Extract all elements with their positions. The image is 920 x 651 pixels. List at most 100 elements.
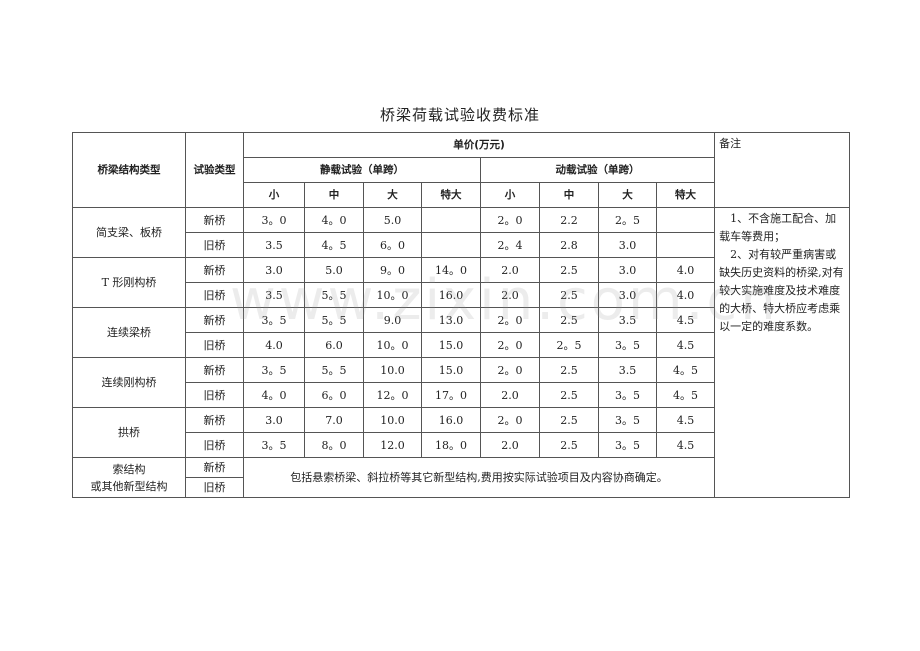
price-cell: 2.0 bbox=[480, 282, 540, 308]
price-cell: 2.5 bbox=[539, 357, 599, 383]
table-row: 旧桥 3.5 5。5 10。0 16.0 2.0 2.5 3.0 4.0 bbox=[73, 282, 850, 308]
price-cell: 2。0 bbox=[480, 357, 540, 383]
header-size: 中 bbox=[539, 182, 599, 208]
cable-note: 包括悬索桥梁、斜拉桥等其它新型结构,费用按实际试验项目及内容协商确定。 bbox=[242, 457, 716, 498]
price-cell: 10。0 bbox=[363, 282, 422, 308]
table-row: 旧桥 3。5 8。0 12.0 18。0 2.0 2.5 3。5 4.5 bbox=[73, 432, 850, 458]
price-cell: 4.0 bbox=[243, 332, 305, 358]
price-cell: 4。5 bbox=[655, 357, 716, 383]
price-cell: 2.2 bbox=[539, 207, 599, 233]
header-static: 静载试验（单跨） bbox=[243, 157, 481, 183]
price-cell: 3.5 bbox=[243, 232, 305, 258]
price-cell: 3。0 bbox=[243, 207, 305, 233]
structure-line: 索结构 bbox=[112, 462, 146, 476]
test-type: 旧桥 bbox=[185, 332, 244, 358]
price-cell: 5。5 bbox=[304, 307, 364, 333]
price-cell: 4.5 bbox=[655, 307, 716, 333]
price-cell: 2。5 bbox=[539, 332, 599, 358]
remark-2: 2、对有较严重病害或缺失历史资料的桥梁,对有较大实施难度及技术难度的大桥、特大桥… bbox=[719, 248, 844, 333]
test-type: 旧桥 bbox=[185, 382, 244, 408]
test-type: 旧桥 bbox=[185, 232, 244, 258]
price-cell: 17。0 bbox=[421, 382, 481, 408]
test-type: 新桥 bbox=[185, 407, 244, 433]
price-cell: 3。5 bbox=[598, 432, 657, 458]
price-cell: 4.0 bbox=[655, 257, 716, 283]
header-test-type: 试验类型 bbox=[185, 132, 244, 208]
table-row: 简支梁、板桥 新桥 3。0 4。0 5.0 2。0 2.2 2。5 1、不含施工配合、加载车等费… bbox=[72, 207, 851, 498]
price-cell: 5.0 bbox=[304, 257, 364, 283]
price-cell: 2.8 bbox=[539, 232, 599, 258]
test-type: 新桥 bbox=[185, 357, 244, 383]
price-cell: 7.0 bbox=[304, 407, 364, 433]
header-size: 特大 bbox=[421, 182, 481, 208]
price-cell: 2.5 bbox=[539, 432, 599, 458]
price-cell: 6。0 bbox=[304, 382, 364, 408]
price-cell: 2.5 bbox=[539, 407, 599, 433]
remarks-cell: 1、不含施工配合、加载车等费用； 2、对有较严重病害或缺失历史资料的桥梁,对有较大… bbox=[714, 207, 851, 498]
price-cell: 3.5 bbox=[598, 307, 657, 333]
header-size: 中 bbox=[304, 182, 364, 208]
price-cell: 3。5 bbox=[598, 407, 657, 433]
price-cell: 4.0 bbox=[655, 282, 716, 308]
header-size: 大 bbox=[363, 182, 422, 208]
price-cell: 2.0 bbox=[480, 432, 540, 458]
structure-type: 连续刚构桥 bbox=[72, 357, 186, 408]
header-remarks: 备注 bbox=[714, 132, 851, 208]
price-cell: 3.5 bbox=[598, 357, 657, 383]
structure-type: 连续梁桥 bbox=[72, 307, 186, 358]
test-type: 新桥 bbox=[185, 307, 244, 333]
price-cell: 5。5 bbox=[304, 282, 364, 308]
price-cell: 15.0 bbox=[421, 357, 481, 383]
header-size: 小 bbox=[480, 182, 540, 208]
header-size: 大 bbox=[598, 182, 657, 208]
table-row: 旧桥 4。0 6。0 12。0 17。0 2.0 2.5 3。5 4。5 bbox=[73, 382, 850, 408]
test-type: 旧桥 bbox=[185, 432, 244, 458]
price-cell: 2.5 bbox=[539, 282, 599, 308]
fee-table: 桥梁结构类型 试验类型 单价(万元) 备注 静载试验（单跨） 动载试验（单跨） … bbox=[72, 132, 851, 498]
price-cell: 13.0 bbox=[421, 307, 481, 333]
price-cell: 2。0 bbox=[480, 332, 540, 358]
header-unit-price: 单价(万元) bbox=[242, 132, 716, 158]
price-cell: 6.0 bbox=[304, 332, 364, 358]
price-cell: 3.0 bbox=[598, 282, 657, 308]
structure-type: 简支梁、板桥 bbox=[72, 207, 186, 258]
price-cell: 12.0 bbox=[363, 432, 422, 458]
price-cell: 6。0 bbox=[363, 232, 422, 258]
table-row: T 形刚构桥 新桥 3.0 5.0 9。0 14。0 2.0 2.5 3.0 4.0 bbox=[72, 257, 850, 308]
price-cell: 4。5 bbox=[655, 382, 716, 408]
price-cell bbox=[421, 207, 481, 233]
price-cell: 2.0 bbox=[480, 382, 540, 408]
price-cell: 4。0 bbox=[304, 207, 364, 233]
structure-type: 拱桥 bbox=[72, 407, 186, 458]
header-structure: 桥梁结构类型 bbox=[72, 132, 186, 208]
table-row: 连续刚构桥 新桥 3。5 5。5 10.0 15.0 2。0 2.5 3.5 4。5 bbox=[72, 357, 850, 408]
price-cell: 2。5 bbox=[598, 207, 657, 233]
table-row: 旧桥 3.5 4。5 6。0 2。4 2.8 3.0 bbox=[73, 232, 850, 258]
price-cell: 8。0 bbox=[304, 432, 364, 458]
price-cell: 16.0 bbox=[421, 407, 481, 433]
header-size: 小 bbox=[243, 182, 305, 208]
price-cell: 4.5 bbox=[655, 407, 716, 433]
price-cell: 5。5 bbox=[304, 357, 364, 383]
price-cell: 4。0 bbox=[243, 382, 305, 408]
structure-type: 索结构或其他新型结构 bbox=[72, 457, 186, 498]
price-cell: 10.0 bbox=[363, 357, 422, 383]
test-type: 旧桥 bbox=[185, 282, 244, 308]
price-cell: 2.0 bbox=[480, 257, 540, 283]
price-cell: 2。0 bbox=[480, 307, 540, 333]
price-cell: 15.0 bbox=[421, 332, 481, 358]
price-cell: 3。5 bbox=[243, 307, 305, 333]
price-cell: 2.5 bbox=[539, 382, 599, 408]
structure-line: 或其他新型结构 bbox=[90, 479, 168, 493]
header-dynamic: 动载试验（单跨） bbox=[479, 157, 716, 183]
test-type: 新桥 bbox=[185, 207, 244, 233]
price-cell: 10.0 bbox=[363, 407, 422, 433]
price-cell: 10。0 bbox=[363, 332, 422, 358]
header-size: 特大 bbox=[655, 182, 716, 208]
table-row: 拱桥 新桥 3.0 7.0 10.0 16.0 2。0 2.5 3。5 4.5 bbox=[72, 407, 850, 458]
price-cell: 5.0 bbox=[363, 207, 422, 233]
price-cell: 3。5 bbox=[243, 432, 305, 458]
price-cell: 3。5 bbox=[598, 382, 657, 408]
table-row: 旧桥 4.0 6.0 10。0 15.0 2。0 2。5 3。5 4.5 bbox=[73, 332, 850, 358]
price-cell: 2。0 bbox=[480, 207, 540, 233]
